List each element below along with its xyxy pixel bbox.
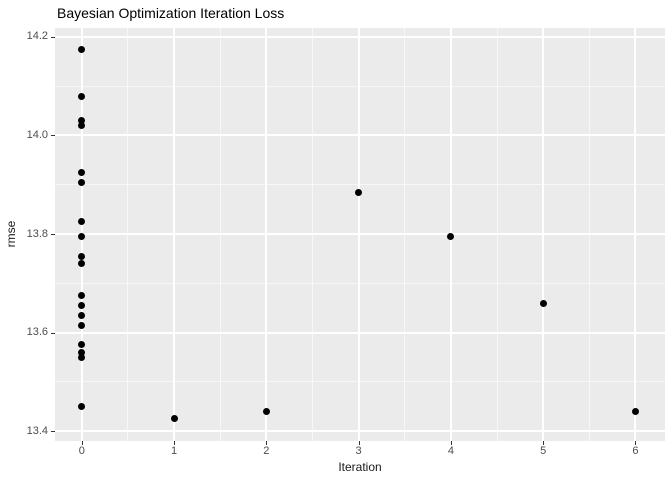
y-tick-label: 14.2 [26,30,48,43]
gridline-major-horizontal [55,430,665,433]
gridline-major-vertical [634,28,637,441]
x-tick-mark [450,441,452,445]
data-point [78,292,86,300]
y-tick-mark [51,431,55,433]
data-point [78,348,86,356]
gridline-major-vertical [265,28,268,441]
data-point [78,321,86,329]
data-point [78,178,86,186]
x-tick-label: 0 [78,445,85,457]
x-tick-label: 1 [170,445,178,457]
y-axis-tick-labels: 13.4 13.6 13.8 14.0 14.2 [0,28,48,441]
data-point [355,188,363,196]
x-tick-label: 3 [355,445,362,457]
data-point [78,92,86,100]
x-tick-mark [543,441,545,445]
gridline-major-horizontal [55,331,665,334]
data-point [447,232,455,240]
gridline-major-horizontal [55,35,665,38]
gridline-minor-horizontal [55,282,665,284]
data-point [78,341,86,349]
data-point [78,218,86,226]
data-point [78,301,86,309]
y-tick-mark [51,135,55,137]
y-tick-label: 14.0 [26,128,48,141]
y-tick-mark [51,36,55,38]
data-point [78,122,86,130]
data-point [78,403,86,410]
x-axis-tick-labels: 0 1 2 3 4 5 6 [55,446,665,460]
data-point [78,168,86,176]
x-tick-label: 4 [447,445,454,457]
gridline-minor-horizontal [55,184,665,186]
data-point [78,353,86,361]
y-tick-mark [51,234,55,235]
x-tick-label: 5 [540,445,547,457]
x-tick-label: 6 [632,445,639,457]
data-point [78,311,86,319]
gridline-major-horizontal [55,233,665,235]
x-tick-mark [266,441,268,445]
gridline-minor-horizontal [55,85,665,87]
y-tick-label: 13.8 [26,227,48,240]
data-point [170,415,178,423]
plot-panel [55,28,665,441]
x-tick-mark [358,441,360,445]
data-point [539,299,547,307]
x-tick-mark [635,441,637,445]
y-tick-label: 13.6 [26,326,48,339]
data-point [78,45,86,53]
gridline-major-vertical [542,28,545,441]
gridline-major-vertical [173,28,176,441]
gridline-major-vertical [357,28,360,441]
y-tick-label: 13.4 [26,424,48,437]
x-tick-mark [81,441,83,445]
plot-title: Bayesian Optimization Iteration Loss [57,5,285,21]
x-axis-title: Iteration [338,460,382,474]
data-point [78,252,86,260]
gridline-major-horizontal [55,134,665,137]
data-point [78,232,86,240]
x-tick-label: 2 [263,445,270,457]
data-point [631,407,639,415]
data-point [78,117,86,125]
data-point [78,260,86,268]
data-point [262,407,270,415]
y-tick-mark [51,332,55,334]
x-tick-mark [174,441,176,445]
gridline-minor-horizontal [55,381,665,383]
